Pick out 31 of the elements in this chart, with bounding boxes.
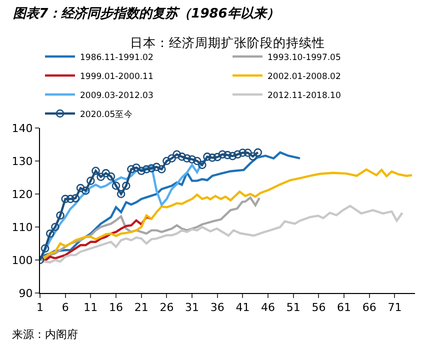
y-tick-label: 120 xyxy=(12,188,33,201)
x-tick-label: 61 xyxy=(337,301,352,314)
y-tick-label: 140 xyxy=(12,122,33,135)
x-tick-label: 46 xyxy=(261,301,276,314)
x-tick-label: 16 xyxy=(109,301,124,314)
x-tick-label: 26 xyxy=(160,301,174,314)
legend-label: 1986.11-1991.02 xyxy=(80,52,154,63)
x-tick-label: 71 xyxy=(388,301,402,314)
chart-subtitle: 日本：经济周期扩张阶段的持续性 xyxy=(130,35,325,50)
x-tick-label: 51 xyxy=(286,301,300,314)
x-tick-label: 1 xyxy=(36,301,44,314)
y-tick-label: 90 xyxy=(18,286,33,300)
x-tick-label: 56 xyxy=(312,301,326,314)
x-tick-label: 11 xyxy=(84,301,98,314)
y-tick-label: 130 xyxy=(12,154,33,168)
x-tick-label: 66 xyxy=(362,301,376,314)
x-tick-label: 36 xyxy=(210,301,224,314)
source-note: 来源：内阁府 xyxy=(12,328,78,341)
x-tick-label: 41 xyxy=(236,301,250,314)
legend-label: 1993.10-1997.05 xyxy=(268,52,341,63)
legend-label: 2002.01-2008.02 xyxy=(268,72,341,82)
legend-label: 2020.05至今 xyxy=(80,108,134,120)
x-tick-label: 31 xyxy=(185,301,200,314)
y-tick-label: 110 xyxy=(12,220,33,234)
legend-label: 1999.01-2000.11 xyxy=(80,72,154,82)
x-tick-label: 21 xyxy=(134,301,148,314)
legend-label: 2012.11-2018.10 xyxy=(268,90,341,101)
x-tick-label: 6 xyxy=(62,301,69,314)
y-tick-label: 100 xyxy=(12,254,33,267)
legend-label: 2009.03-2012.03 xyxy=(80,90,154,101)
chart-title: 图表7：经济同步指数的复苏（1986年以来） xyxy=(13,6,280,22)
